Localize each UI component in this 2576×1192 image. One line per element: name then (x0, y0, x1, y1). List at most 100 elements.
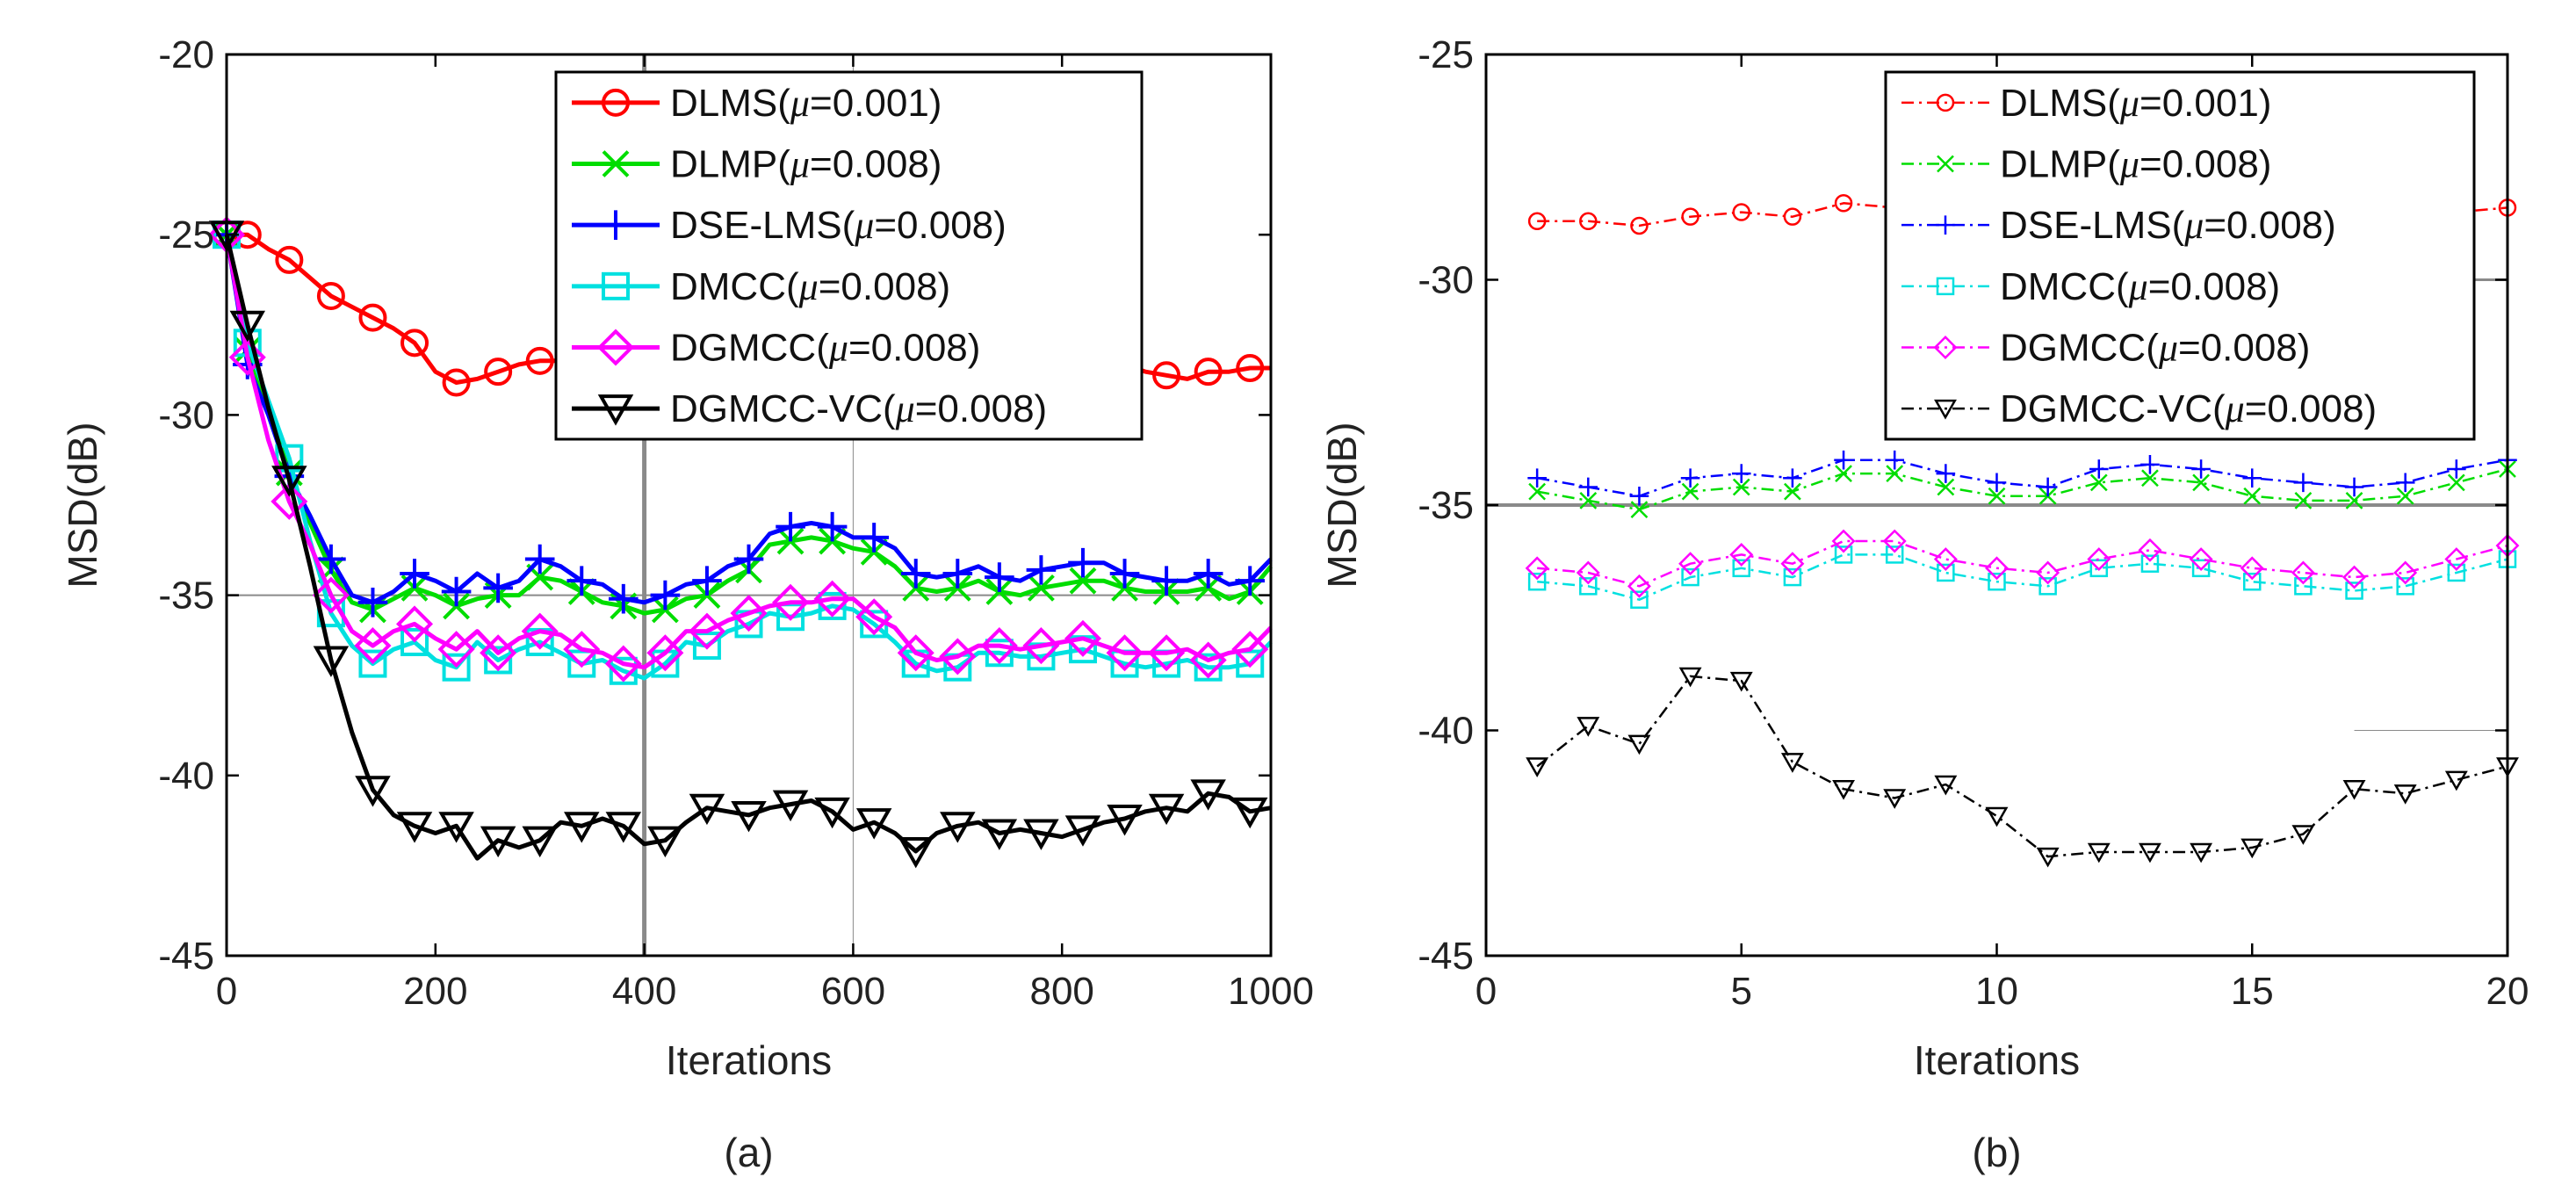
legend-label-value: =0.008) (819, 265, 950, 308)
data-point (521, 612, 559, 650)
data-point (1630, 501, 1649, 519)
legend-mu-symbol: μ (2183, 204, 2204, 247)
data-point (1937, 478, 1955, 496)
data-point (400, 329, 429, 358)
legend-marker (602, 88, 630, 117)
x-tick-label: 600 (821, 970, 885, 1013)
data-point (855, 808, 892, 840)
data-point (2396, 487, 2414, 505)
data-point (1783, 207, 1802, 226)
data-point (442, 653, 471, 682)
data-point (1148, 793, 1185, 826)
data-point (814, 797, 850, 829)
legend-entry-label: DLMS(μ=0.001) (670, 82, 942, 125)
legend-entry-label: DGMCC(μ=0.008) (2000, 327, 2310, 370)
data-point (1882, 529, 1907, 553)
legend-label-prefix: DGMCC( (2000, 327, 2159, 370)
data-point (400, 627, 429, 656)
series-line-dmcc (1537, 553, 2508, 601)
data-point (647, 826, 683, 858)
data-point (942, 559, 973, 589)
data-point (985, 562, 1014, 592)
data-point (1026, 555, 1057, 585)
legend-label-prefix: DMCC( (670, 265, 799, 308)
data-point (1579, 212, 1598, 231)
data-point (1193, 559, 1223, 589)
data-point (563, 631, 601, 668)
data-point (985, 639, 1014, 668)
data-point (1780, 753, 1804, 773)
data-point (1527, 212, 1547, 231)
data-point (271, 482, 308, 520)
data-point (484, 358, 513, 386)
y-tick-label: -40 (158, 755, 214, 798)
legend-entry-label: DMCC(μ=0.008) (670, 265, 950, 308)
data-point (1526, 757, 1549, 777)
series-line-dlmp (1536, 467, 2508, 511)
legend-entry-label: DLMP(μ=0.008) (2000, 143, 2271, 186)
legend-label-value: =0.008) (915, 387, 1047, 430)
data-point (2089, 459, 2109, 479)
data-point (1579, 577, 1598, 596)
data-point (395, 605, 434, 643)
data-point (2087, 842, 2111, 863)
data-point (900, 559, 931, 589)
legend-label-prefix: DLMS( (2000, 82, 2120, 125)
data-point (1190, 779, 1226, 811)
legend-label-prefix: DSE-LMS( (670, 204, 855, 247)
legend-marker (601, 210, 631, 240)
data-point (316, 544, 346, 574)
data-point (2191, 459, 2211, 479)
series-line-dgmcc-vc (1536, 675, 2508, 858)
data-point (2242, 468, 2262, 488)
data-point (1629, 486, 1649, 506)
data-point (2294, 491, 2313, 509)
data-point (1023, 819, 1059, 850)
data-point (396, 812, 433, 843)
data-point (442, 368, 471, 397)
data-point (1834, 194, 1853, 213)
legend-box (554, 70, 1144, 441)
data-point (1627, 574, 1651, 598)
data-point (1883, 789, 1907, 809)
data-point (1678, 552, 1703, 576)
legend-label-prefix: DGMCC-VC( (2000, 387, 2226, 430)
legend-marker (602, 150, 630, 177)
data-point (275, 444, 304, 473)
data-point (609, 583, 639, 614)
data-point (981, 819, 1018, 850)
x-tick-label: 20 (2486, 970, 2529, 1013)
data-point (1681, 482, 1699, 501)
legend-mu-symbol: μ (790, 82, 810, 125)
series-line-dgmcc (1537, 539, 2508, 588)
data-point (1937, 563, 1955, 582)
data-point (480, 634, 517, 672)
legend-marker (596, 329, 635, 366)
data-point (2393, 560, 2418, 585)
legend-mu-symbol: μ (895, 387, 915, 430)
data-point (1732, 559, 1750, 578)
data-point (2294, 577, 2313, 596)
series-line-dgmcc (224, 234, 1273, 670)
legend-label-value: =0.008) (2245, 387, 2377, 430)
data-point (1835, 465, 1852, 482)
data-point (692, 566, 722, 596)
data-point (1109, 559, 1140, 589)
data-point (1578, 477, 1598, 497)
x-tick-label: 200 (403, 970, 467, 1013)
data-point (1885, 545, 1904, 564)
data-point (1231, 631, 1269, 668)
legend-box (1884, 70, 2476, 441)
data-point (2089, 473, 2108, 492)
legend-label-prefix: DGMCC-VC( (670, 387, 896, 430)
x-tick-label: 0 (1476, 970, 1497, 1013)
data-point (772, 583, 810, 621)
data-point (1987, 473, 2007, 493)
panel-caption: (a) (724, 1130, 773, 1175)
data-point (1151, 566, 1181, 596)
data-point (2444, 547, 2469, 572)
series-line-dgmcc-vc (224, 234, 1272, 861)
data-point (1831, 529, 1856, 553)
x-tick-label: 10 (1975, 970, 2018, 1013)
